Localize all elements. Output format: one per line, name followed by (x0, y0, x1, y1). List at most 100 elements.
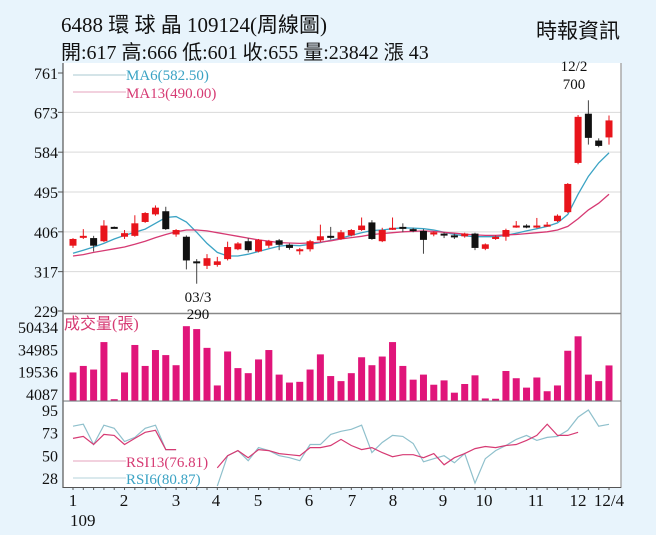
candle (378, 230, 386, 242)
month-label: 12 (570, 491, 587, 510)
candle (110, 226, 118, 229)
month-label: 12/4 (594, 491, 625, 510)
volume-bar (131, 344, 139, 401)
volume-bar (595, 381, 603, 401)
month-label: 6 (305, 491, 314, 510)
candle (523, 225, 531, 228)
candle (564, 183, 572, 213)
candle (182, 236, 190, 261)
chart-title: 6488 環 球 晶 109124(周線圖) (61, 13, 327, 37)
volume-bar (224, 351, 232, 401)
candle (90, 238, 98, 246)
candle (347, 230, 355, 236)
month-label: 4 (212, 491, 221, 510)
volume-bar (110, 399, 118, 401)
rsi-tick-label: 50 (42, 449, 58, 466)
price-tick-label: 406 (34, 225, 58, 242)
month-label: 8 (389, 491, 398, 510)
candle (213, 261, 221, 265)
volume-bar (213, 385, 221, 401)
volume-tick-label: 4087 (26, 387, 58, 404)
candle (492, 236, 500, 239)
volume-bar (378, 356, 386, 401)
candle (430, 232, 438, 235)
candle (296, 249, 304, 252)
candle (203, 258, 211, 266)
volume-bar (337, 381, 345, 401)
low-value-annotation: 290 (187, 307, 210, 323)
candle (481, 244, 489, 249)
candle (502, 230, 510, 237)
price-tick-label: 761 (34, 66, 58, 83)
price-tick-label: 584 (34, 145, 58, 162)
volume-bar (533, 377, 541, 401)
candle (69, 238, 77, 246)
volume-bar (481, 398, 489, 401)
volume-bar (285, 382, 293, 401)
volume-bar (502, 370, 510, 401)
candle (605, 120, 613, 138)
rsi-lines (72, 409, 610, 487)
price-tick-label: 229 (34, 304, 58, 321)
volume-bar (141, 365, 149, 401)
volume-bar (471, 375, 479, 401)
year-label: 109 (70, 511, 96, 530)
grid-lines (63, 111, 621, 273)
candle (389, 227, 397, 230)
volume-bar (69, 372, 77, 401)
candle (574, 116, 582, 163)
volume-bar (440, 380, 448, 401)
volume-bar (162, 355, 170, 401)
high-date-annotation: 12/2 (561, 59, 588, 75)
volume-bar (409, 379, 417, 401)
volume-bar (450, 392, 458, 401)
rsi6-legend: RSI6(80.87) (126, 472, 201, 488)
volume-tick-label: 19536 (18, 365, 58, 382)
volume-bar (90, 369, 98, 401)
volume-bar (172, 365, 180, 401)
low-date-annotation: 03/3 (185, 290, 212, 306)
rsi13-legend: RSI13(76.81) (126, 455, 208, 471)
month-label: 10 (476, 491, 493, 510)
volume-bar (605, 365, 613, 401)
ma13-legend: MA13(490.00) (126, 86, 216, 102)
candle (471, 233, 479, 248)
volume-bar (327, 376, 335, 401)
high-value-annotation: 700 (563, 77, 586, 93)
volume-bars (69, 326, 613, 401)
candle (358, 225, 366, 231)
price-tick-label: 317 (34, 265, 58, 282)
volume-bar (121, 372, 129, 401)
candle (595, 140, 603, 146)
volume-bar (399, 365, 407, 401)
rsi-panel (63, 402, 621, 487)
volume-title: 成交量(張) (64, 315, 139, 333)
volume-bar (389, 342, 397, 401)
volume-tick-label: 50434 (18, 320, 58, 337)
volume-bar (419, 374, 427, 401)
candle (316, 236, 324, 241)
volume-bar (306, 369, 314, 401)
volume-bar (244, 373, 252, 401)
price-tick-label: 495 (34, 185, 58, 202)
volume-bar (492, 398, 500, 401)
volume-bar (347, 373, 355, 401)
volume-bar (358, 357, 366, 401)
candle (151, 207, 159, 215)
volume-bar (182, 326, 190, 401)
volume-bar (234, 368, 242, 401)
volume-bar (584, 374, 592, 401)
candle (275, 240, 283, 245)
candle (306, 241, 314, 250)
volume-bar (564, 350, 572, 401)
candle (368, 222, 376, 239)
candle (255, 239, 263, 252)
volume-bar (265, 350, 273, 401)
x-axis-ticks: 1 2 3 4 5 6 7 8 9 10 11 12 12/4 (69, 487, 625, 510)
rsi-tick-label: 95 (42, 403, 58, 420)
month-label: 2 (120, 491, 129, 510)
volume-bar (461, 384, 469, 401)
candle (409, 229, 417, 232)
